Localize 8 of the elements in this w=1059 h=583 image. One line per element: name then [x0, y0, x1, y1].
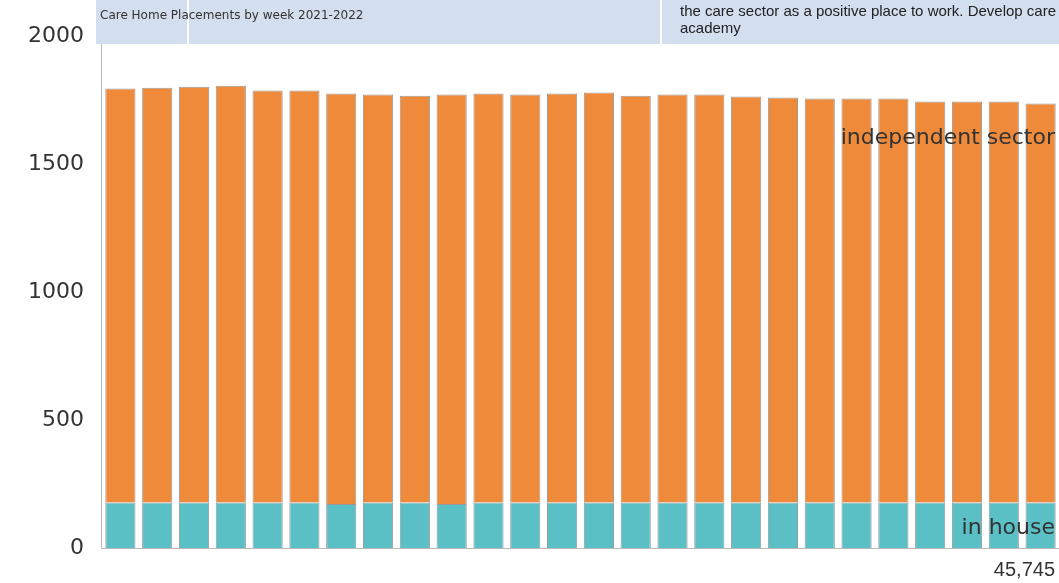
y-tick-label: 1500	[27, 149, 84, 175]
y-tick-label: 2000	[27, 21, 84, 47]
y-tick-label: 500	[41, 405, 84, 431]
chart-title: Care Home Placements by week 2021-2022	[99, 7, 365, 24]
annotation: the care sector as a positive place to work. Develop care academy	[662, 0, 1059, 44]
y-tick-label: 0	[69, 533, 84, 559]
y-tick-label: 1000	[27, 277, 84, 303]
text: 45,745	[993, 558, 1055, 581]
